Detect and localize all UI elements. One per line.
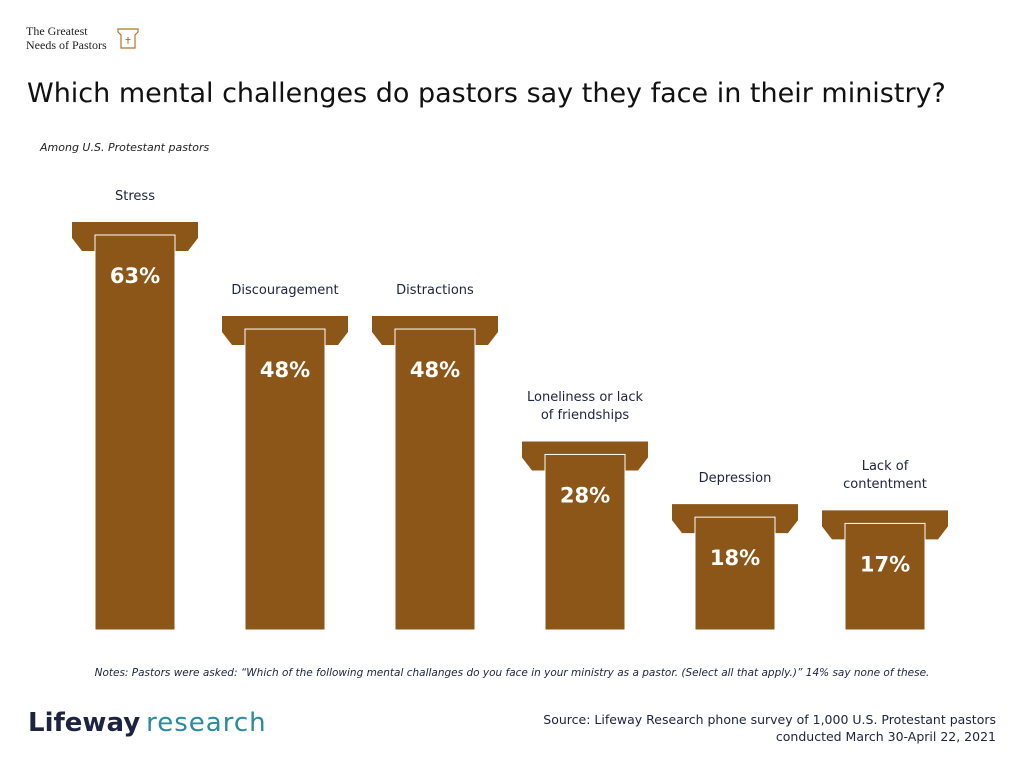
category-label: Stress	[115, 189, 155, 204]
value-label: 48%	[260, 358, 310, 382]
value-label: 17%	[860, 552, 910, 576]
bar	[544, 453, 626, 631]
brand-line: The Greatest	[26, 24, 88, 38]
bar	[244, 328, 326, 631]
brand: The Greatest Needs of Pastors	[26, 24, 107, 52]
source-line: Source: Lifeway Research phone survey of…	[543, 712, 996, 727]
bar	[394, 328, 476, 631]
logo: Lifeway research	[28, 708, 267, 738]
category-label: Distractions	[396, 283, 474, 299]
category-label: Loneliness or lack of friendships	[526, 390, 644, 424]
source-line: conducted March 30-April 22, 2021	[775, 729, 996, 744]
value-label: 63%	[110, 264, 160, 288]
bar	[844, 522, 926, 631]
logo-bold: Lifeway	[28, 708, 141, 738]
bar	[694, 516, 776, 631]
brand-icon	[117, 28, 139, 49]
value-label: 18%	[710, 546, 760, 570]
category-label: Lack of contentment	[843, 459, 927, 493]
category-label: Depression	[698, 471, 772, 487]
value-label: 28%	[560, 483, 610, 507]
brand-line: Needs of Pastors	[26, 38, 107, 52]
source: Source: Lifeway Research phone survey of…	[543, 711, 996, 745]
logo-light: research	[146, 708, 267, 738]
bar	[94, 234, 176, 631]
notes: Notes: Pastors were asked: “Which of the…	[94, 667, 930, 679]
chart-subtitle: Among U.S. Protestant pastors	[40, 141, 210, 154]
value-label: 48%	[410, 358, 460, 382]
chart-title: Which mental challenges do pastors say t…	[27, 78, 946, 109]
category-label: Discouragement	[231, 283, 339, 299]
